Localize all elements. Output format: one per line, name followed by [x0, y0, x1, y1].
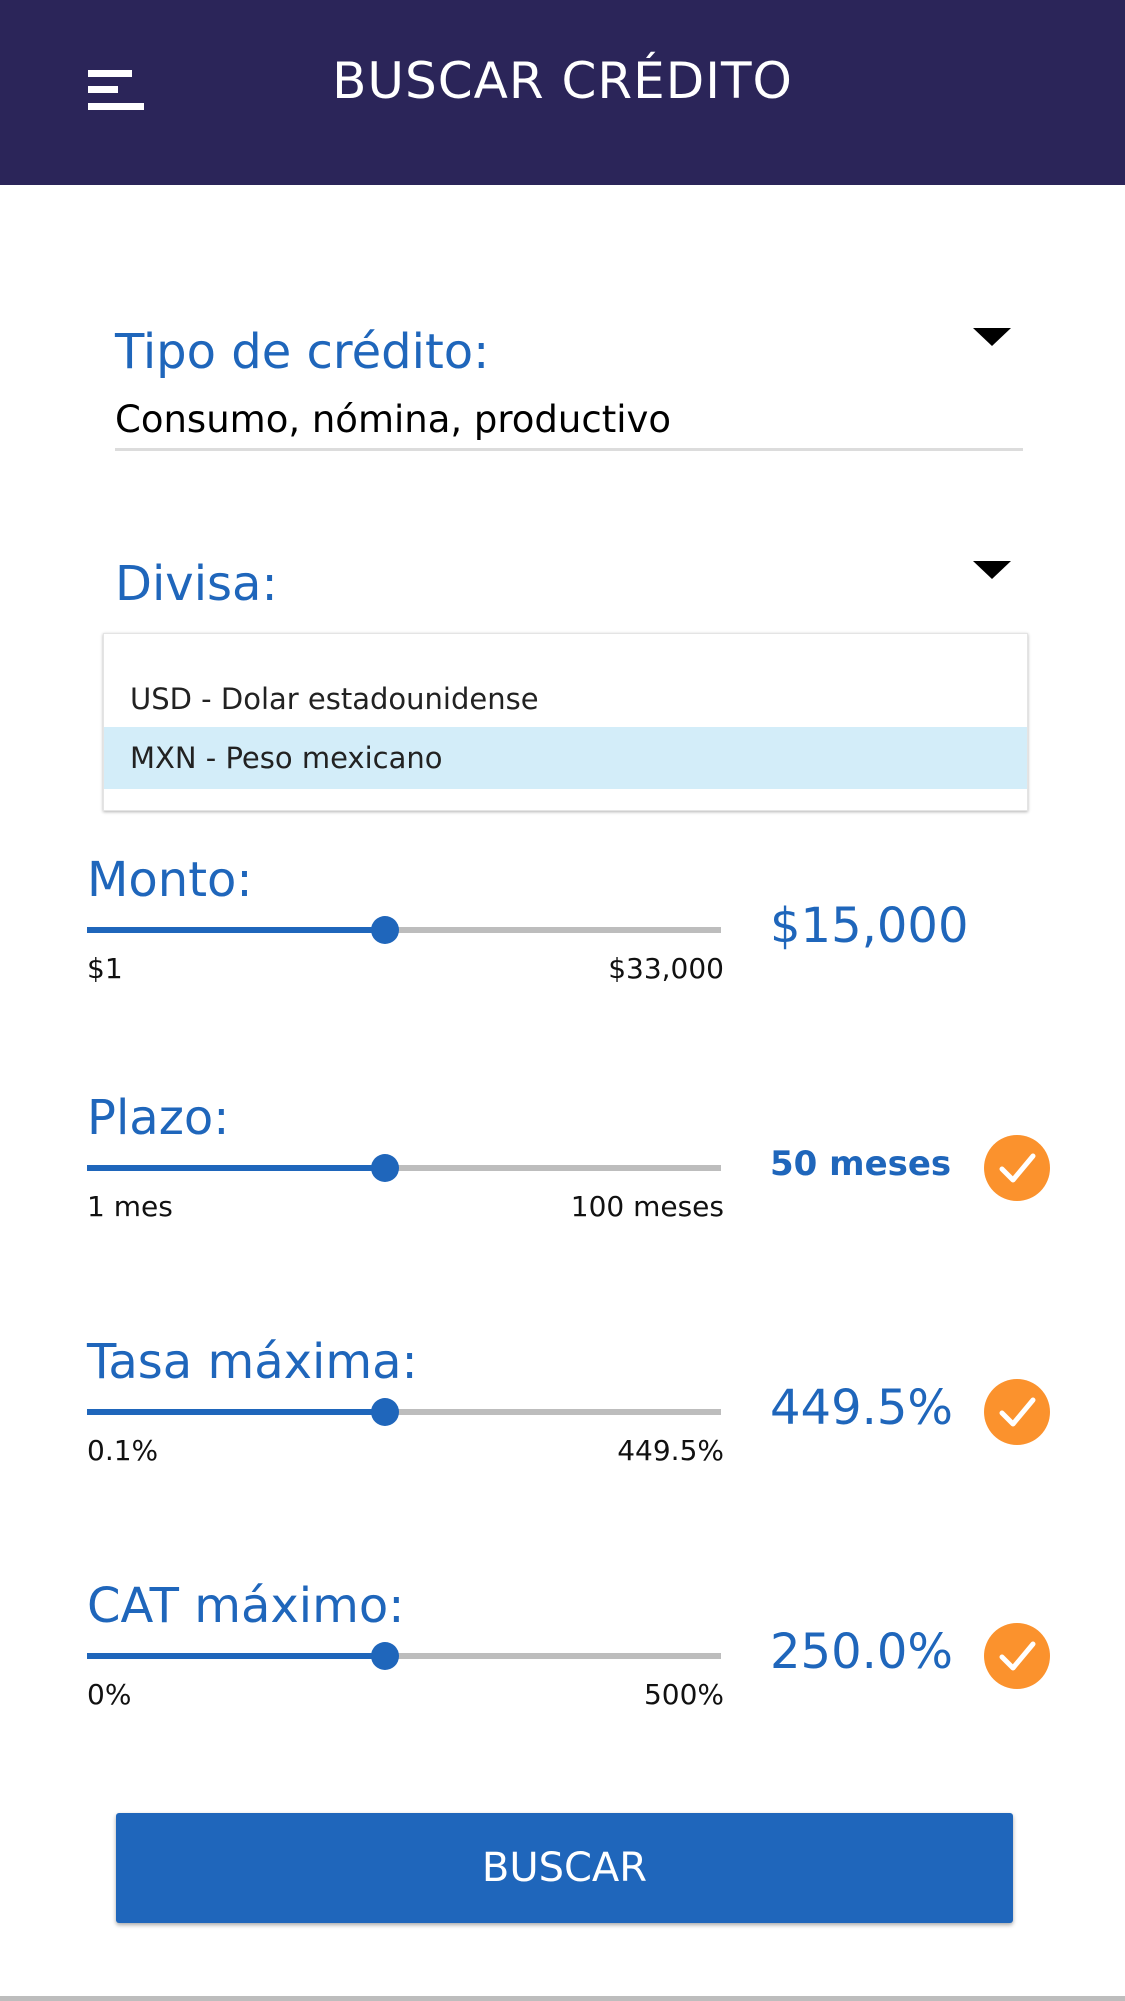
tasa-maxima-value: 449.5%: [770, 1380, 954, 1436]
tasa-maxima-slider-thumb[interactable]: [370, 1398, 399, 1426]
plazo-slider-fill: [87, 1165, 385, 1171]
tasa-maxima-min-label: 0.1%: [87, 1434, 159, 1467]
cat-maximo-value: 250.0%: [770, 1624, 954, 1680]
cat-maximo-check-icon[interactable]: [984, 1623, 1050, 1689]
plazo-value: 50 meses: [770, 1144, 952, 1184]
tasa-maxima-slider-fill: [87, 1409, 385, 1415]
monto-slider-fill: [87, 927, 385, 933]
buscar-button[interactable]: BUSCAR: [116, 1813, 1013, 1923]
tipo-credito-select[interactable]: Consumo, nómina, productivo: [115, 398, 672, 441]
monto-max-label: $33,000: [608, 952, 724, 985]
monto-min-label: $1: [87, 952, 123, 985]
monto-slider[interactable]: [87, 916, 721, 944]
bottom-divider: [0, 1996, 1125, 2001]
divisa-dropdown-arrow-icon[interactable]: [973, 561, 1011, 579]
cat-maximo-max-label: 500%: [643, 1678, 724, 1711]
tasa-maxima-label: Tasa máxima:: [87, 1334, 418, 1390]
cat-maximo-label: CAT máximo:: [87, 1578, 405, 1634]
cat-maximo-min-label: 0%: [87, 1678, 132, 1711]
tasa-maxima-check-icon[interactable]: [984, 1379, 1050, 1445]
hamburger-menu-icon[interactable]: [88, 70, 144, 110]
monto-label: Monto:: [87, 852, 253, 908]
tipo-credito-underline: [115, 448, 1023, 451]
tipo-credito-label: Tipo de crédito:: [115, 324, 490, 380]
divisa-dropdown-list: USD - Dolar estadounidense MXN - Peso me…: [103, 633, 1028, 811]
plazo-check-icon[interactable]: [984, 1135, 1050, 1201]
cat-maximo-slider-fill: [87, 1653, 385, 1659]
cat-maximo-slider-thumb[interactable]: [370, 1642, 399, 1670]
divisa-label: Divisa:: [115, 556, 278, 612]
divisa-option-usd[interactable]: USD - Dolar estadounidense: [130, 682, 539, 716]
tasa-maxima-slider[interactable]: [87, 1398, 721, 1426]
plazo-min-label: 1 mes: [87, 1190, 173, 1223]
plazo-label: Plazo:: [87, 1090, 230, 1146]
tipo-credito-dropdown-arrow-icon[interactable]: [973, 328, 1011, 346]
page-title: BUSCAR CRÉDITO: [332, 52, 793, 110]
divisa-option-mxn[interactable]: MXN - Peso mexicano: [104, 727, 1027, 789]
plazo-max-label: 100 meses: [570, 1190, 724, 1223]
cat-maximo-slider[interactable]: [87, 1642, 721, 1670]
plazo-slider[interactable]: [87, 1154, 721, 1182]
monto-value: $15,000: [770, 898, 969, 954]
app-header: BUSCAR CRÉDITO: [0, 0, 1125, 185]
tasa-maxima-max-label: 449.5%: [617, 1434, 724, 1467]
monto-slider-thumb[interactable]: [370, 916, 399, 944]
plazo-slider-thumb[interactable]: [370, 1154, 399, 1182]
